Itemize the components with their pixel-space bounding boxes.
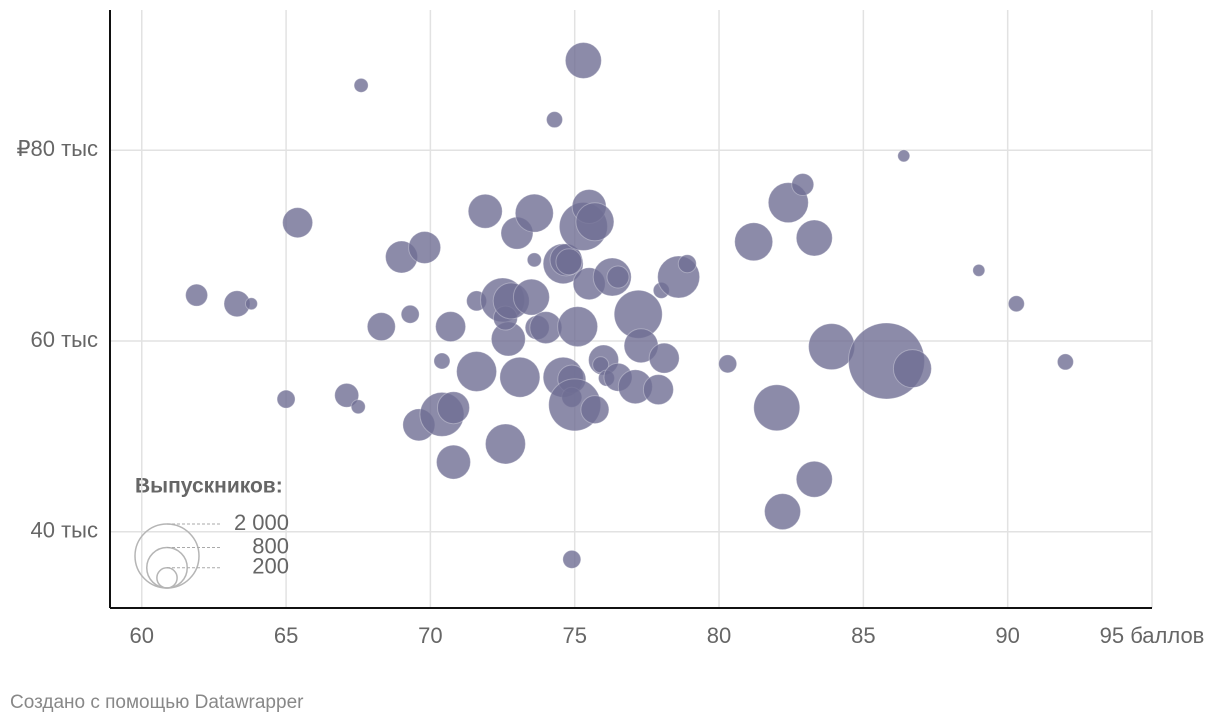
y-tick-label: ₽80 тыс bbox=[17, 136, 98, 161]
bubble bbox=[244, 297, 258, 311]
bubble bbox=[557, 306, 599, 348]
size-legend-label: 2 000 bbox=[234, 510, 289, 535]
size-legend-circle bbox=[134, 523, 200, 589]
bubble bbox=[808, 323, 856, 371]
bubble bbox=[764, 493, 802, 531]
bubble bbox=[892, 349, 932, 389]
bubble bbox=[546, 111, 564, 129]
bubble bbox=[353, 77, 369, 93]
bubble bbox=[408, 230, 442, 264]
bubble bbox=[433, 352, 451, 370]
size-legend-title: Выпускников: bbox=[135, 475, 283, 498]
size-legend-circle bbox=[156, 567, 178, 589]
bubble bbox=[642, 374, 674, 406]
bubble bbox=[334, 382, 360, 408]
size-legend-label: 200 bbox=[252, 554, 289, 579]
bubble bbox=[580, 395, 610, 425]
bubble bbox=[366, 312, 396, 342]
bubble bbox=[350, 399, 366, 415]
bubble bbox=[677, 254, 697, 274]
bubble bbox=[562, 549, 582, 569]
x-tick-label: 70 bbox=[418, 623, 442, 648]
bubble bbox=[753, 384, 801, 432]
bubble bbox=[575, 202, 615, 242]
bubble bbox=[734, 222, 774, 262]
y-tick-label: 60 тыс bbox=[31, 327, 98, 352]
x-tick-label: 60 bbox=[130, 623, 154, 648]
bubble bbox=[435, 444, 471, 480]
bubble bbox=[436, 391, 470, 425]
bubble bbox=[1007, 295, 1025, 313]
bubble bbox=[276, 389, 296, 409]
bubble bbox=[282, 207, 314, 239]
bubble bbox=[526, 252, 542, 268]
bubble bbox=[606, 265, 630, 289]
bubble bbox=[514, 193, 554, 233]
bubble bbox=[791, 173, 815, 197]
bubble bbox=[555, 248, 583, 276]
bubble bbox=[718, 354, 738, 374]
x-tick-label: 75 bbox=[562, 623, 586, 648]
bubble bbox=[185, 283, 209, 307]
x-tick-label: 95 баллов bbox=[1100, 623, 1205, 648]
bubble bbox=[456, 350, 498, 392]
bubble bbox=[499, 356, 541, 398]
bubble bbox=[529, 311, 563, 345]
x-tick-label: 85 bbox=[851, 623, 875, 648]
bubble bbox=[564, 42, 602, 80]
bubble bbox=[484, 423, 526, 465]
credit: Создано с помощью Datawrapper bbox=[10, 692, 304, 713]
bubble bbox=[897, 149, 911, 163]
bubble bbox=[400, 304, 420, 324]
bubble bbox=[467, 193, 503, 229]
bubble bbox=[512, 278, 550, 316]
x-tick-label: 65 bbox=[274, 623, 298, 648]
size-legend-label: 800 bbox=[252, 533, 289, 558]
bubble bbox=[435, 311, 467, 343]
bubble bbox=[795, 219, 833, 257]
bubble bbox=[972, 263, 986, 277]
bubble bbox=[795, 460, 833, 498]
x-tick-label: 90 bbox=[995, 623, 1019, 648]
x-tick-label: 80 bbox=[707, 623, 731, 648]
y-tick-label: 40 тыс bbox=[31, 518, 98, 543]
bubble bbox=[1056, 353, 1074, 371]
bubble bbox=[648, 342, 680, 374]
